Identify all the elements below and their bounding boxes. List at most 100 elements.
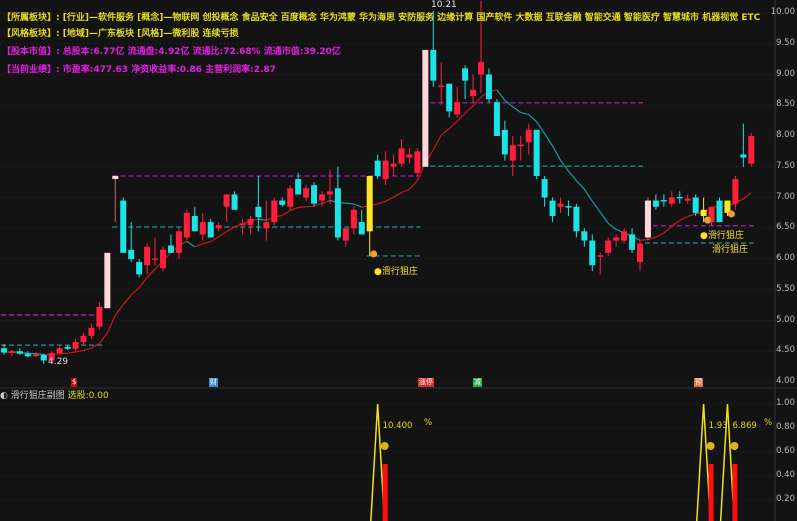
candle-body — [406, 154, 413, 158]
moving-average-segment — [464, 105, 474, 114]
candle-body — [382, 160, 389, 180]
moving-average-segment — [607, 222, 617, 230]
price-tick-label: 7.50 — [776, 160, 795, 171]
candle-body — [48, 353, 55, 361]
candle-body — [160, 249, 166, 269]
moving-average-segment — [401, 188, 410, 194]
candle-body — [80, 335, 87, 343]
price-tick-label: 5.50 — [776, 283, 795, 294]
moving-average-segment — [298, 206, 307, 208]
moving-average-segment — [122, 294, 132, 305]
candle-body — [72, 342, 79, 349]
event-marker[interactable]: $ — [71, 378, 78, 387]
moving-average-segment — [432, 134, 442, 151]
signal-label: ●滑行狙庄 — [374, 267, 418, 277]
candle-body — [16, 351, 23, 354]
candle-body — [605, 240, 612, 253]
candle-body — [676, 196, 683, 199]
candle-body — [573, 206, 580, 232]
candle-body — [374, 160, 381, 176]
moving-average-segment — [742, 192, 752, 200]
candle-body — [255, 206, 262, 218]
indicator-title: ◐ 滑行狙庄副图 选股:0.00 — [0, 391, 109, 401]
moving-average-segment — [655, 232, 665, 238]
event-marker[interactable]: 减 — [473, 378, 482, 387]
candle-body — [56, 348, 63, 354]
price-tick-label: 9.50 — [776, 37, 795, 48]
signal-label: ●滑行狙庄 — [700, 231, 744, 241]
moving-average-segment — [281, 209, 291, 216]
price-tick-label: 10.00 — [770, 7, 795, 17]
moving-average-segment — [306, 205, 315, 208]
moving-average-segment — [289, 206, 299, 212]
price-tick-label: 6.00 — [776, 253, 795, 263]
low-price-label: 4.29 — [48, 357, 69, 367]
percent-label: % — [424, 418, 433, 428]
percent-label: % — [764, 418, 773, 428]
candle-body — [613, 237, 620, 241]
share-capital-info: 【股本市值】: 总股本:6.77亿 流通盘:4.92亿 流通比:72.68% 流… — [2, 47, 341, 57]
event-marker[interactable]: 涨停 — [418, 378, 434, 387]
moving-average-segment — [114, 304, 124, 316]
candle-body — [454, 102, 461, 115]
moving-average-segment — [687, 213, 696, 217]
candle-body — [541, 179, 548, 198]
candle-body — [390, 163, 397, 167]
candle-body — [136, 262, 143, 275]
candle-body — [637, 243, 643, 263]
candle-body — [438, 85, 445, 88]
select-value: 选股:0.00 — [67, 391, 109, 401]
candle-body — [557, 203, 564, 207]
hand-pointer-icon — [370, 250, 378, 258]
moving-average-segment — [583, 188, 593, 202]
moving-average-segment — [106, 314, 116, 334]
coin-icon — [706, 442, 715, 450]
candle-body — [207, 222, 214, 238]
moving-average-segment — [75, 349, 84, 353]
candle-body — [366, 175, 373, 232]
hand-pointer-icon — [727, 210, 735, 218]
moving-average-segment — [599, 211, 609, 224]
candle-body — [350, 209, 357, 229]
candle-body — [589, 240, 596, 266]
candle-body — [279, 200, 286, 205]
candle-body — [271, 200, 278, 223]
candle-body — [629, 234, 636, 250]
indicator-tick-label: 1.00 — [776, 398, 795, 408]
moving-average-segment — [575, 180, 585, 190]
moving-average-segment — [544, 133, 554, 147]
candle-body — [311, 185, 318, 204]
moving-average-segment — [409, 180, 418, 190]
moving-average-segment — [456, 112, 466, 122]
candle-body — [334, 188, 341, 238]
candle-body — [565, 206, 572, 208]
moving-average-segment — [520, 111, 529, 115]
candle-body — [96, 306, 103, 327]
indicator-name: 滑行狙庄副图 — [10, 391, 65, 401]
candle-body — [120, 200, 127, 253]
moving-average-segment — [194, 243, 203, 248]
candle-body — [295, 179, 302, 195]
moving-average-segment — [385, 196, 394, 202]
candle-body — [8, 351, 15, 354]
moving-average-segment — [59, 352, 68, 355]
moving-average-segment — [353, 203, 362, 208]
candle-body — [621, 231, 628, 241]
candle-body — [732, 179, 739, 204]
moving-average-segment — [218, 231, 227, 238]
moving-average-segment — [679, 215, 688, 221]
moving-average-segment — [567, 170, 577, 181]
moving-average-segment — [186, 240, 196, 248]
event-marker[interactable]: 财 — [209, 378, 218, 387]
candle-body — [64, 346, 71, 349]
candle-body — [478, 62, 484, 75]
candle-body — [692, 197, 699, 213]
candle-body — [740, 154, 747, 158]
candle-body — [446, 83, 453, 112]
signal-bar — [732, 464, 738, 521]
coin-icon — [730, 442, 739, 450]
event-marker[interactable]: 预 — [694, 378, 703, 387]
candle-body — [112, 175, 119, 180]
